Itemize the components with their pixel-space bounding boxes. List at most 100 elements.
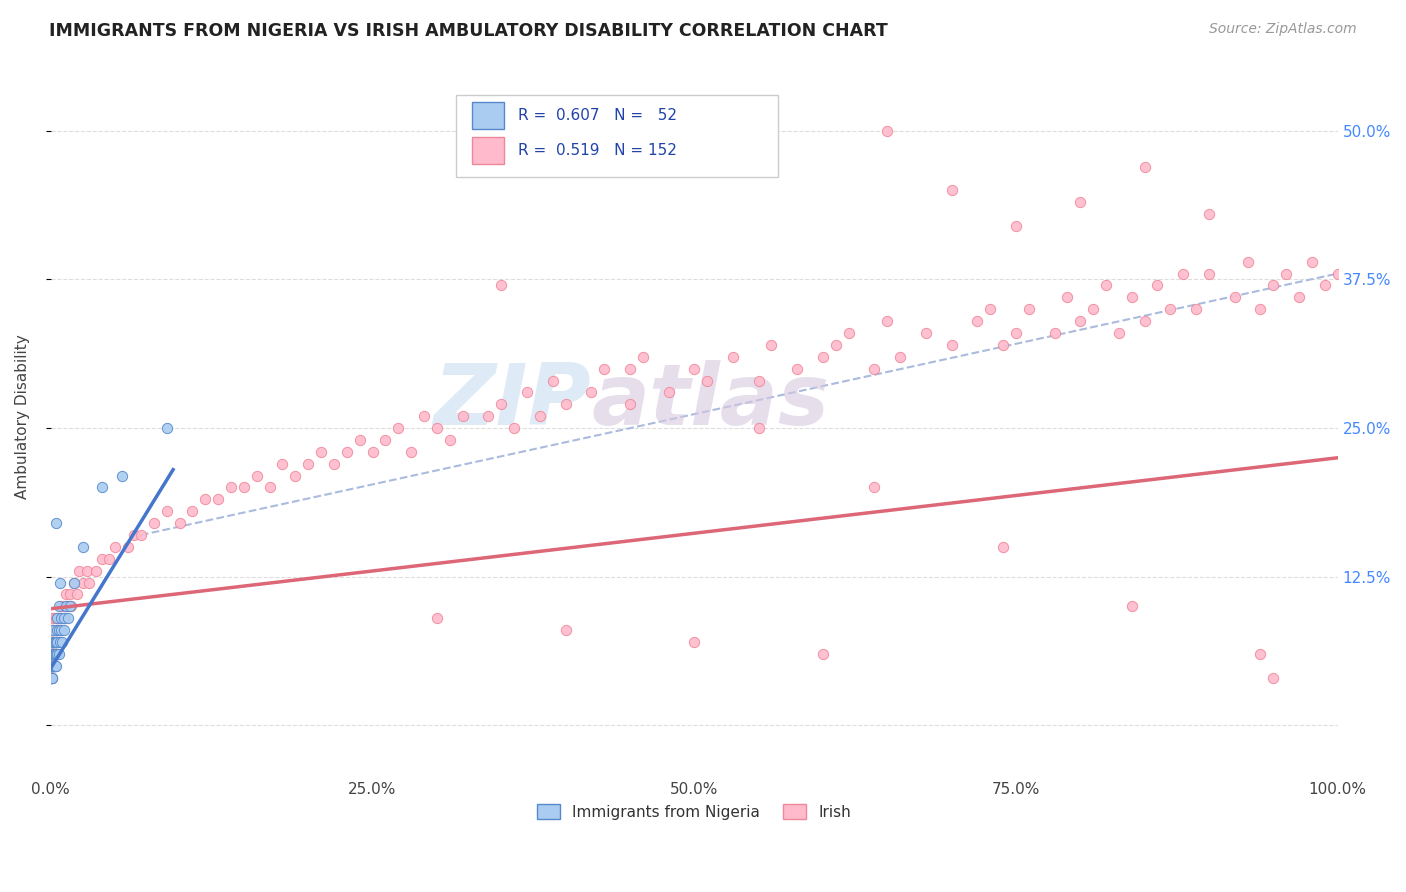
Point <box>39 671 62 685</box>
Point <box>45 611 67 625</box>
Point <box>838 326 860 340</box>
Point <box>42 658 65 673</box>
Point <box>1198 207 1220 221</box>
Point <box>41 658 63 673</box>
Point <box>991 540 1014 554</box>
Point <box>46 611 69 625</box>
Point <box>387 421 409 435</box>
Point <box>42 623 65 637</box>
Point <box>91 481 114 495</box>
Point <box>207 492 229 507</box>
Point <box>39 647 62 661</box>
Point <box>41 647 63 661</box>
Point <box>44 647 66 661</box>
Point <box>1069 314 1091 328</box>
Point <box>169 516 191 530</box>
Point <box>786 361 808 376</box>
Point <box>48 611 70 625</box>
Point <box>683 635 706 649</box>
Point <box>1146 278 1168 293</box>
Point <box>72 575 94 590</box>
Point <box>48 623 70 637</box>
Point <box>246 468 269 483</box>
Point <box>323 457 346 471</box>
Point <box>41 623 63 637</box>
Point <box>39 658 62 673</box>
Point <box>399 445 422 459</box>
Point <box>991 338 1014 352</box>
Point <box>65 587 87 601</box>
Point <box>361 445 384 459</box>
Point <box>67 564 90 578</box>
Point <box>451 409 474 424</box>
Text: ZIP: ZIP <box>433 360 592 443</box>
Point <box>39 647 62 661</box>
Point <box>581 385 603 400</box>
Point <box>39 671 62 685</box>
Point <box>41 671 63 685</box>
Point <box>45 647 67 661</box>
Point <box>44 647 66 661</box>
Point <box>811 350 834 364</box>
Point <box>41 671 63 685</box>
Point <box>39 671 62 685</box>
Point <box>63 575 86 590</box>
Point <box>516 385 538 400</box>
Point <box>489 397 512 411</box>
Text: IMMIGRANTS FROM NIGERIA VS IRISH AMBULATORY DISABILITY CORRELATION CHART: IMMIGRANTS FROM NIGERIA VS IRISH AMBULAT… <box>49 22 889 40</box>
Point <box>42 635 65 649</box>
Point <box>619 397 641 411</box>
Point <box>59 587 82 601</box>
Point <box>683 361 706 376</box>
Point <box>49 611 72 625</box>
Point <box>42 635 65 649</box>
Point <box>44 635 66 649</box>
Point <box>39 671 62 685</box>
Point <box>811 647 834 661</box>
Point <box>426 611 449 625</box>
Point <box>1069 195 1091 210</box>
Point <box>1326 267 1348 281</box>
Point <box>41 658 63 673</box>
Point <box>44 658 66 673</box>
Point <box>631 350 654 364</box>
Point <box>1288 290 1310 304</box>
Point <box>46 647 69 661</box>
Point <box>41 671 63 685</box>
FancyBboxPatch shape <box>471 102 503 128</box>
Point <box>1081 302 1104 317</box>
Point <box>129 528 152 542</box>
Point <box>271 457 294 471</box>
Point <box>42 658 65 673</box>
Point <box>45 658 67 673</box>
Point <box>41 658 63 673</box>
Point <box>79 575 101 590</box>
Point <box>1159 302 1181 317</box>
Point <box>41 658 63 673</box>
Point <box>124 528 146 542</box>
Point <box>426 421 449 435</box>
Point <box>349 433 371 447</box>
Point <box>1056 290 1078 304</box>
Point <box>232 481 254 495</box>
Point <box>657 385 679 400</box>
Point <box>39 635 62 649</box>
Point <box>941 338 963 352</box>
Point <box>53 611 76 625</box>
Point <box>41 647 63 661</box>
Point <box>42 658 65 673</box>
Point <box>42 647 65 661</box>
Point <box>979 302 1001 317</box>
Point <box>1121 599 1143 614</box>
Point <box>181 504 204 518</box>
Point <box>39 658 62 673</box>
Point <box>104 540 127 554</box>
Point <box>97 551 120 566</box>
Point <box>48 599 70 614</box>
Point <box>1313 278 1336 293</box>
Point <box>42 623 65 637</box>
Point <box>554 397 576 411</box>
Point <box>824 338 846 352</box>
Point <box>1249 647 1271 661</box>
Point <box>110 468 132 483</box>
